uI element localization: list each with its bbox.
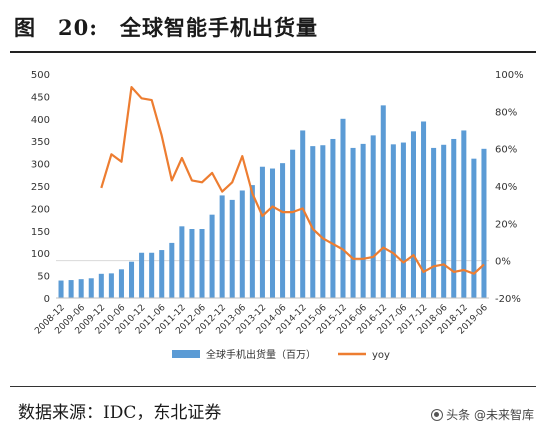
bar <box>179 226 185 298</box>
bar <box>461 130 467 298</box>
legend-bar-swatch <box>172 350 200 358</box>
bar <box>78 279 84 298</box>
bar <box>269 168 276 298</box>
watermark-logo-icon <box>431 408 444 421</box>
bar <box>280 163 286 298</box>
bar <box>290 149 296 298</box>
bar <box>58 280 64 298</box>
bar <box>310 146 316 298</box>
legend-bar-label: 全球手机出货量（百万） <box>206 348 316 361</box>
bar <box>189 229 195 298</box>
bar <box>400 142 406 298</box>
legend-line-label: yoy <box>372 350 390 361</box>
chart-area: 0 50 100 150 200 250 300 350 400 450 500 -20% 0% 20% 4… <box>16 64 532 376</box>
bar <box>88 278 94 298</box>
y-right-tick-label: 60% <box>495 145 517 156</box>
bar <box>229 199 235 298</box>
bar <box>259 166 265 298</box>
bar <box>421 121 427 298</box>
y-right-tick-label: 40% <box>495 182 517 193</box>
y-right-tick-label: -20% <box>495 294 521 305</box>
bar <box>431 147 437 298</box>
title-rule <box>10 51 536 53</box>
y-left-tick-label: 400 <box>31 115 50 126</box>
bar <box>68 280 74 298</box>
bar <box>108 273 114 298</box>
watermark: 头条 @未来智库 <box>431 406 534 423</box>
bar <box>98 273 104 298</box>
bar <box>300 130 306 298</box>
bar <box>441 144 447 298</box>
bar <box>481 148 487 298</box>
y-left-tick-label: 300 <box>31 160 50 171</box>
bar <box>320 145 326 298</box>
bar <box>118 269 124 298</box>
bar <box>199 229 205 298</box>
y-right-tick-label: 100% <box>495 70 524 81</box>
bar <box>350 147 356 298</box>
bar <box>360 143 366 298</box>
bar <box>129 261 135 298</box>
figure-title: 图 20: 全球智能手机出货量 <box>14 15 318 40</box>
bar <box>330 138 336 298</box>
y-right-tick-label: 80% <box>495 107 517 118</box>
footer-rule <box>10 386 536 387</box>
y-right-tick-label: 0% <box>495 257 511 268</box>
y-left-tick-label: 0 <box>44 294 50 305</box>
bar <box>370 135 376 298</box>
y-left-tick-label: 200 <box>31 204 50 215</box>
bar <box>169 242 175 298</box>
bar <box>159 250 165 298</box>
combo-chart: 0 50 100 150 200 250 300 350 400 450 500 -20% 0% 20% 4… <box>31 70 524 361</box>
watermark-label: 头条 @未来智库 <box>446 408 534 422</box>
y-left-tick-label: 50 <box>37 272 50 283</box>
bar <box>410 131 416 298</box>
bar <box>139 252 145 298</box>
bar <box>471 158 477 298</box>
y-left-tick-label: 450 <box>31 92 50 103</box>
bar <box>380 105 386 298</box>
bar <box>239 190 245 298</box>
y-left-tick-label: 250 <box>31 182 50 193</box>
yoy-line <box>100 86 485 275</box>
bar <box>249 185 255 298</box>
bar <box>219 195 225 298</box>
bar <box>390 144 396 298</box>
y-left-tick-label: 500 <box>31 70 50 81</box>
bar <box>149 252 155 298</box>
bar <box>451 138 457 298</box>
bar <box>340 118 346 298</box>
y-left-tick-label: 150 <box>31 227 50 238</box>
bar <box>209 214 215 298</box>
y-left-tick-label: 100 <box>31 249 50 260</box>
source-note: 数据来源：IDC，东北证券 <box>18 403 222 423</box>
y-right-tick-label: 20% <box>495 219 517 230</box>
y-left-tick-label: 350 <box>31 137 50 148</box>
